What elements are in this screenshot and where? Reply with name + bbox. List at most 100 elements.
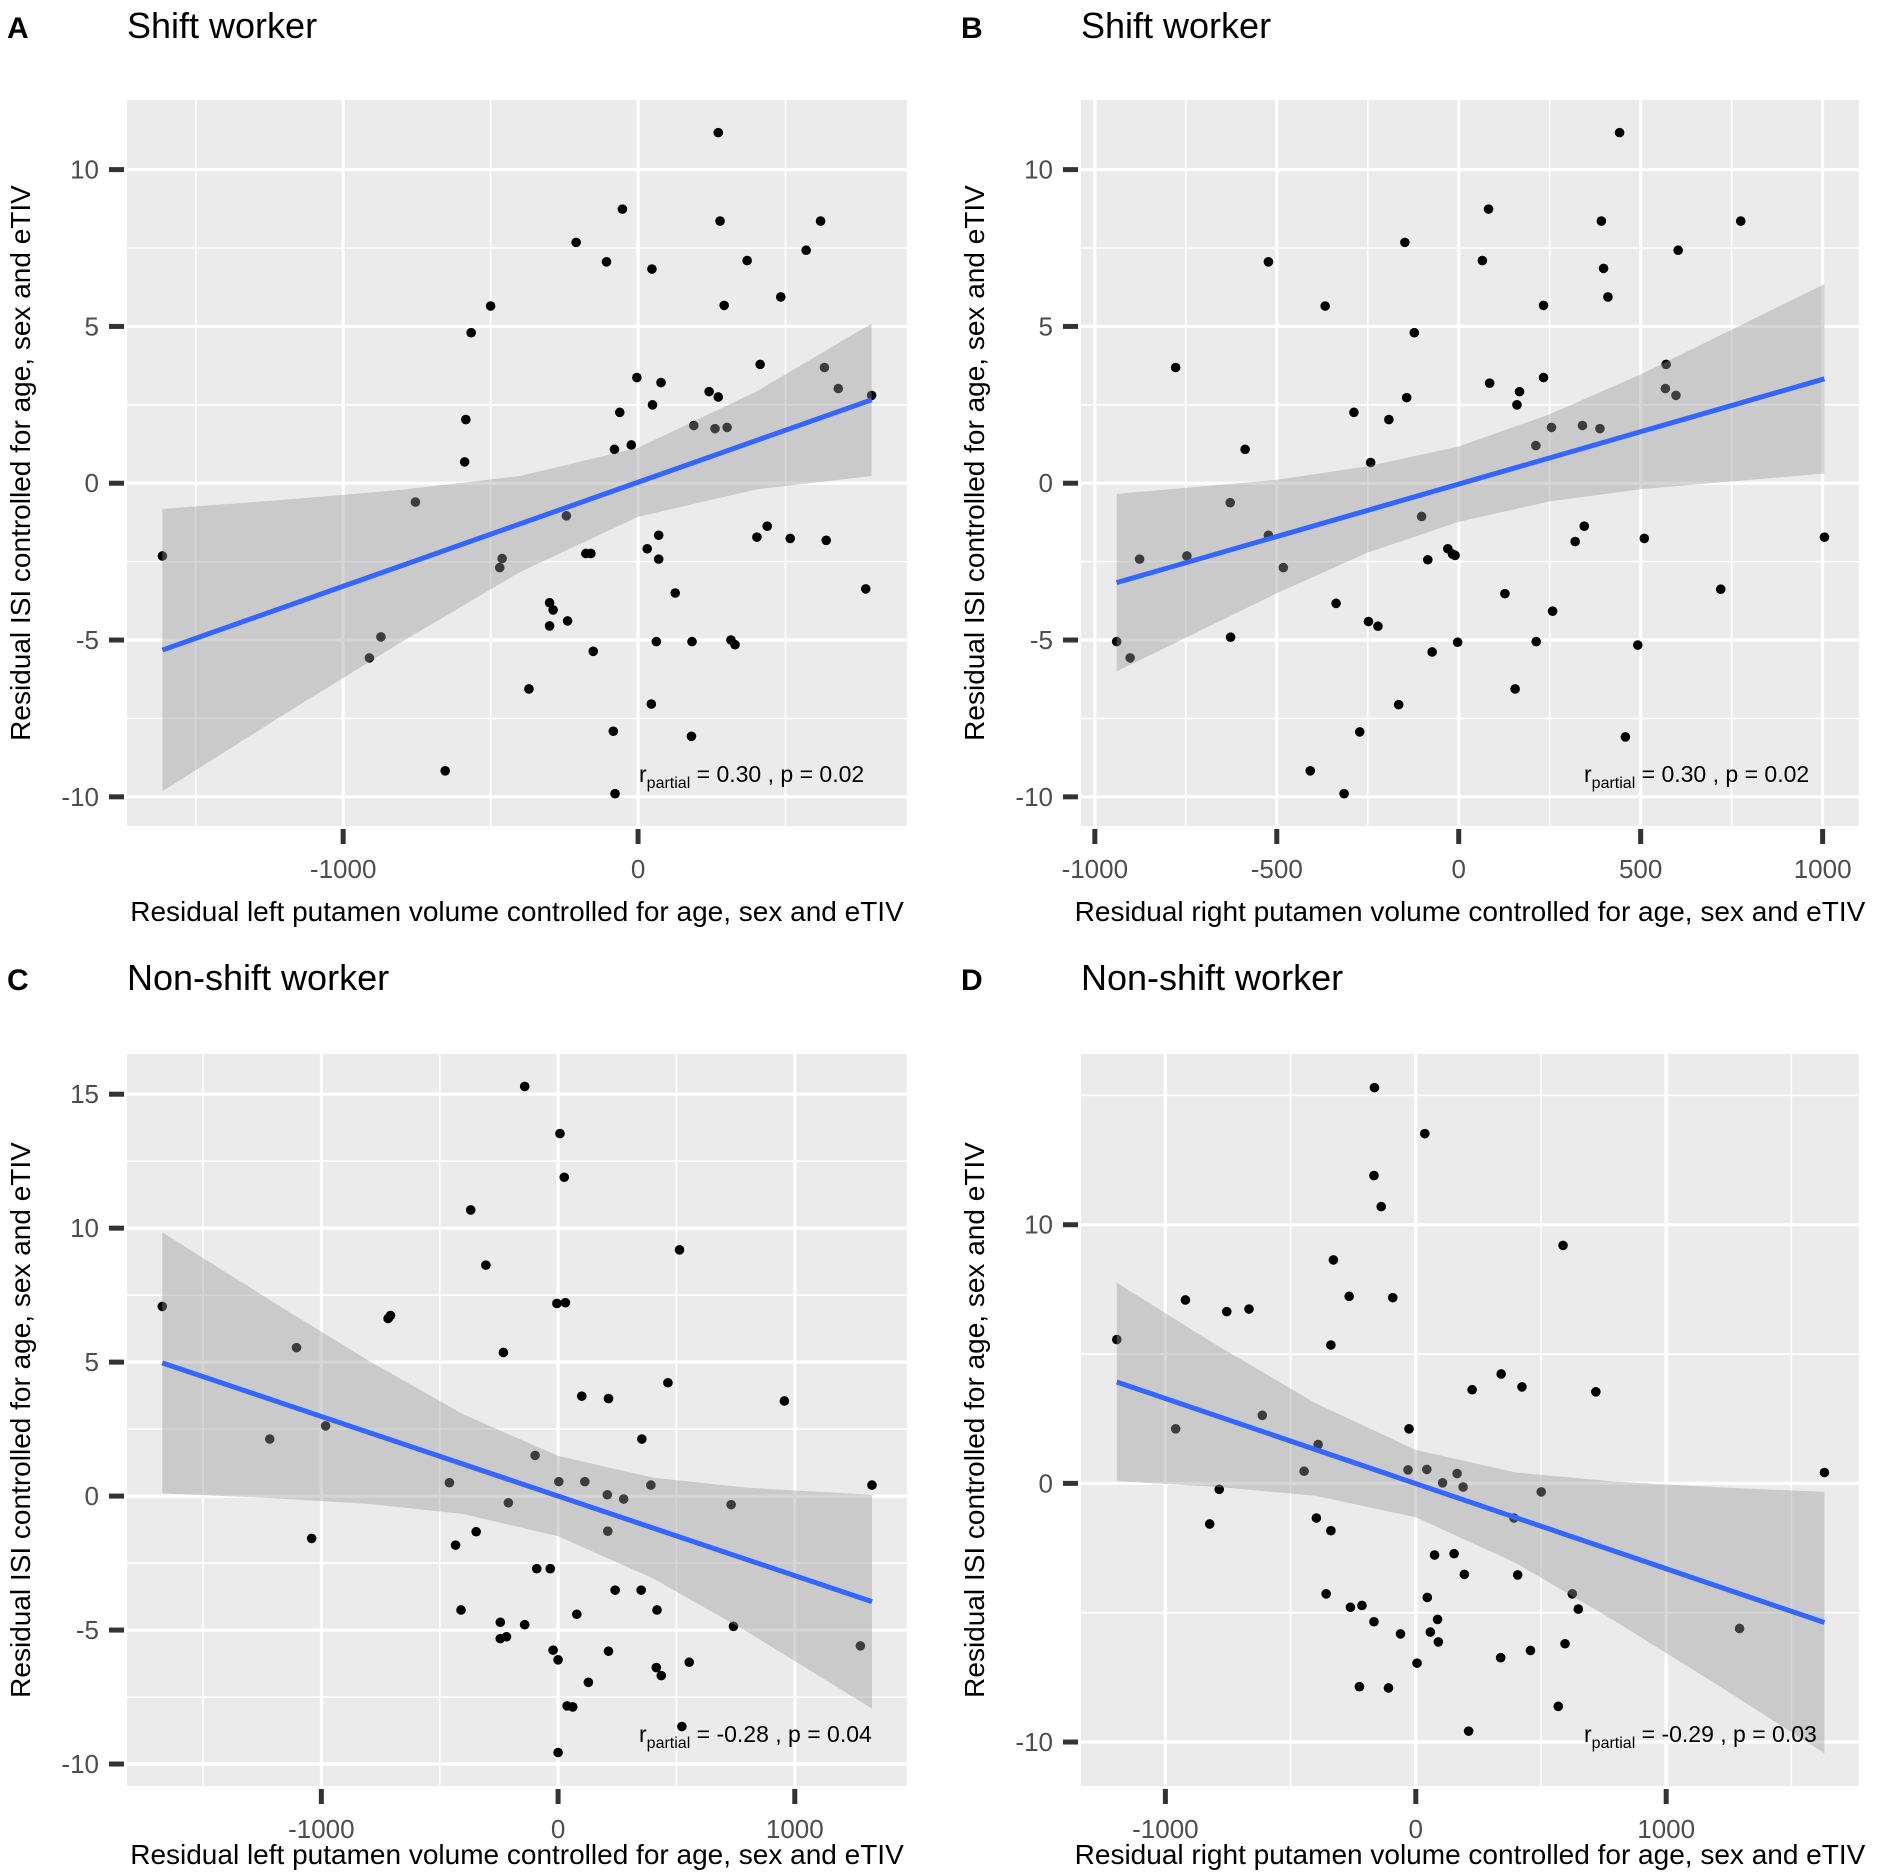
- data-point: [710, 423, 720, 434]
- data-point: [1422, 1464, 1432, 1475]
- data-point: [519, 1619, 530, 1630]
- annotation-r: r: [1584, 761, 1592, 787]
- data-point: [1560, 1638, 1570, 1649]
- y-axis-title: Residual ISI controlled for age, sex and…: [959, 185, 990, 741]
- annotation-subscript: partial: [1592, 775, 1636, 792]
- data-point: [1819, 1467, 1830, 1478]
- x-tick-label: 1000: [1637, 1814, 1695, 1844]
- data-point: [1373, 621, 1383, 632]
- correlation-annotation: rpartial = -0.29 , p = 0.03: [1584, 1721, 1817, 1752]
- data-point: [1598, 263, 1609, 274]
- data-point: [1525, 1645, 1536, 1656]
- data-point: [1369, 1170, 1379, 1181]
- data-point: [364, 653, 375, 663]
- data-point: [1517, 1382, 1527, 1392]
- data-point: [1349, 407, 1359, 418]
- data-point: [1603, 292, 1613, 302]
- data-point: [1496, 1369, 1506, 1379]
- data-point: [1384, 414, 1394, 425]
- data-point: [1240, 444, 1250, 455]
- y-tick-label: 10: [70, 155, 99, 185]
- data-point: [1819, 532, 1830, 542]
- data-point: [1328, 1255, 1339, 1265]
- x-axis-title: Residual right putamen volume controlled…: [1075, 1839, 1866, 1870]
- data-point: [385, 1310, 396, 1321]
- data-point: [1221, 1306, 1232, 1317]
- data-point: [1639, 533, 1650, 544]
- data-point: [1538, 300, 1549, 311]
- data-point: [652, 1605, 662, 1615]
- data-point: [1344, 1291, 1354, 1302]
- data-point: [1512, 400, 1522, 410]
- data-point: [544, 621, 555, 631]
- data-point: [686, 731, 697, 742]
- data-point: [410, 497, 421, 507]
- data-point: [465, 1205, 476, 1215]
- data-point: [647, 400, 658, 410]
- data-point: [1553, 1701, 1564, 1712]
- data-point: [653, 554, 664, 564]
- data-point: [603, 1393, 614, 1404]
- y-tick-label: 5: [85, 1347, 99, 1377]
- data-point: [609, 444, 620, 455]
- panel-background: [127, 100, 907, 826]
- data-point: [495, 1617, 506, 1628]
- data-point: [588, 646, 599, 657]
- x-axis-title: Residual left putamen volume controlled …: [130, 1839, 904, 1870]
- data-point: [1263, 257, 1274, 267]
- data-point: [1477, 255, 1488, 266]
- data-point: [497, 553, 507, 564]
- panel-letter: D: [961, 964, 983, 997]
- data-point: [1403, 1465, 1413, 1475]
- data-point: [1715, 584, 1726, 595]
- y-tick-label: 5: [1039, 311, 1053, 341]
- panel-letter: C: [7, 964, 29, 997]
- panel-title: Non-shift worker: [1081, 957, 1343, 998]
- data-point: [1546, 422, 1557, 433]
- data-point: [501, 1631, 512, 1642]
- x-tick-label: 0: [551, 1814, 565, 1844]
- data-point: [1495, 1652, 1506, 1663]
- plot-area: -1000 -500 0 500 1000 -10 -5 0 5 10 rpartial = 0.3…: [1015, 100, 1859, 884]
- data-point: [1433, 1637, 1444, 1647]
- data-point: [1661, 359, 1671, 370]
- data-point: [376, 632, 386, 642]
- x-tick-label: 1000: [1794, 854, 1852, 884]
- data-point: [583, 1677, 594, 1688]
- data-point: [663, 1377, 673, 1388]
- x-tick-label: -1000: [1132, 1814, 1199, 1844]
- data-point: [571, 1609, 582, 1620]
- data-point: [730, 639, 740, 650]
- data-point: [1170, 1423, 1181, 1434]
- data-point: [1452, 1468, 1462, 1479]
- data-point: [264, 1434, 275, 1444]
- data-point: [1412, 1658, 1422, 1668]
- data-point: [494, 562, 505, 573]
- data-point: [555, 1128, 565, 1139]
- data-point: [1484, 378, 1495, 388]
- x-tick-label: 500: [1619, 854, 1662, 884]
- data-point: [1579, 521, 1590, 531]
- data-point: [1577, 420, 1588, 431]
- y-tick-label: 0: [85, 468, 99, 498]
- y-tick-label: 0: [1039, 1468, 1053, 1498]
- data-point: [801, 245, 811, 256]
- data-point: [1463, 1726, 1474, 1736]
- data-point: [1404, 1423, 1414, 1434]
- data-point: [1369, 1082, 1380, 1093]
- annotation-subscript: partial: [647, 775, 691, 792]
- y-tick-label: -10: [1015, 1727, 1053, 1757]
- data-point: [1305, 766, 1316, 776]
- data-point: [1326, 1340, 1336, 1350]
- panel-d: D Non-shift worker -1000 0 1000 -10 0 10 rpart…: [959, 957, 1866, 1870]
- panel-a: A Shift worker -1000 0 -10 -5 0 5 10 rpartial =…: [5, 5, 907, 927]
- annotation-subscript: partial: [1592, 1735, 1636, 1752]
- data-point: [762, 521, 773, 531]
- y-tick-label: -10: [61, 1749, 99, 1779]
- data-point: [548, 605, 558, 615]
- y-tick-label: -5: [1030, 625, 1053, 655]
- data-point: [815, 216, 826, 226]
- data-point: [531, 1563, 542, 1574]
- data-point: [602, 1489, 613, 1500]
